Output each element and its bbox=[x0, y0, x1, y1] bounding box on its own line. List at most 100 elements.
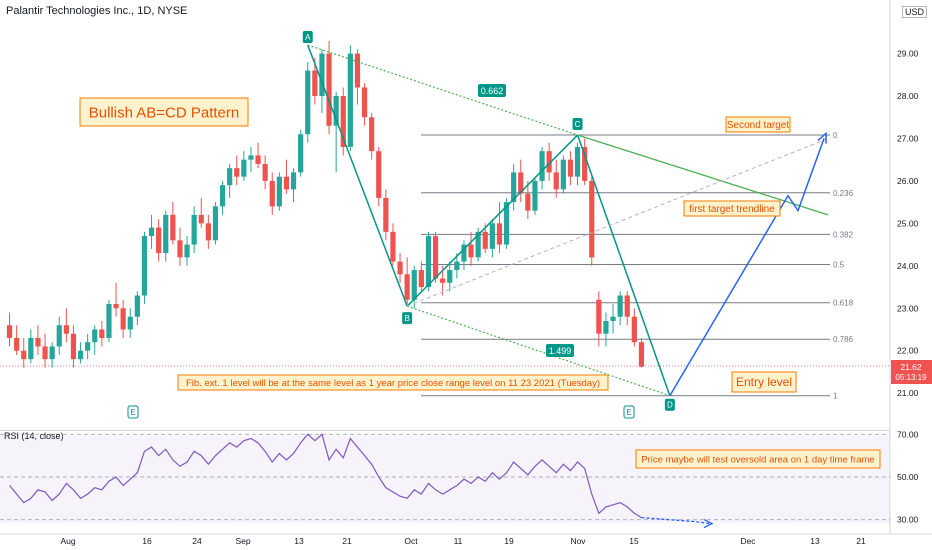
time-axis-tick: Nov bbox=[570, 536, 586, 546]
candle-body bbox=[141, 236, 148, 296]
leg-cd-line bbox=[576, 134, 671, 396]
countdown-label: 05:13:19 bbox=[895, 373, 927, 382]
entry-level-note-box bbox=[731, 371, 797, 393]
pattern-point-marker bbox=[572, 118, 583, 131]
first-target-note-box bbox=[683, 200, 781, 217]
price-axis-tick: 29.00 bbox=[897, 49, 919, 59]
ratio-ac-line bbox=[307, 44, 578, 136]
candle-body bbox=[6, 325, 13, 338]
time-axis-tick: 21 bbox=[342, 536, 352, 546]
rsi-axis-tick: 30.00 bbox=[897, 515, 919, 525]
candle-body bbox=[347, 53, 353, 147]
candle-body bbox=[518, 172, 524, 194]
candle-body bbox=[198, 214, 204, 224]
time-axis-tick: 21 bbox=[856, 536, 866, 546]
candle-body bbox=[560, 159, 566, 190]
candle-body bbox=[191, 214, 197, 245]
candle-body bbox=[376, 151, 382, 198]
candle-body bbox=[631, 316, 637, 343]
ratio-ab-badge-bg bbox=[478, 84, 506, 97]
pattern-lines bbox=[307, 44, 829, 397]
axes: 29.00 28.00 27.00 26.00 25.00 24.00 23.00 22.00… bbox=[60, 49, 932, 546]
pattern-point-label: B bbox=[404, 314, 409, 323]
second-target-note: Second target bbox=[727, 120, 789, 131]
pane-separator bbox=[0, 430, 890, 431]
candle-body bbox=[305, 70, 311, 135]
candle-body bbox=[248, 155, 254, 160]
candle-body bbox=[212, 206, 219, 241]
time-axis-tick: 13 bbox=[810, 536, 820, 546]
time-axis-tick: 16 bbox=[142, 536, 152, 546]
candle-body bbox=[262, 163, 268, 181]
pattern-title-note-box bbox=[79, 97, 249, 127]
earnings-marker bbox=[127, 405, 139, 419]
candle-body bbox=[617, 295, 623, 317]
fib-level-label: 0.382 bbox=[833, 230, 854, 239]
fib-level-label: 0.5 bbox=[833, 261, 845, 270]
candle-body bbox=[312, 70, 318, 96]
candle-body bbox=[148, 227, 155, 237]
candle-body bbox=[397, 261, 403, 275]
earnings-marker bbox=[623, 405, 635, 419]
candle-body bbox=[574, 146, 581, 177]
pattern-point-marker bbox=[664, 398, 675, 411]
candle-body bbox=[454, 261, 460, 271]
pattern-point-label: D bbox=[667, 401, 673, 410]
currency-badge[interactable]: USD bbox=[902, 6, 928, 18]
price-axis-tick: 23.00 bbox=[897, 303, 919, 313]
chart-title: Palantir Technologies Inc., 1D, NYSE bbox=[6, 5, 188, 17]
candle-body bbox=[120, 308, 126, 330]
pattern-point-label: A bbox=[305, 33, 311, 42]
candle-body bbox=[496, 223, 503, 245]
candle-body bbox=[156, 227, 162, 254]
time-axis-tick: 11 bbox=[454, 536, 463, 546]
rsi-band-background bbox=[0, 436, 890, 523]
candle-body bbox=[432, 236, 439, 279]
fib-level-label: 0.236 bbox=[833, 189, 854, 198]
candle-body bbox=[276, 176, 282, 207]
candle-body bbox=[567, 159, 574, 177]
candle-body bbox=[219, 185, 226, 207]
candle-body bbox=[596, 299, 602, 334]
candle-body bbox=[113, 304, 119, 309]
channel-dashed-line bbox=[406, 137, 829, 307]
candle-body bbox=[63, 325, 69, 334]
ratio-bd-badge: 1.499 bbox=[549, 346, 572, 356]
candle-body bbox=[361, 87, 368, 118]
first-target-trendline bbox=[577, 134, 829, 216]
candle-body bbox=[624, 295, 630, 317]
fib-extension-note: Fib. ext. 1 level will be at the same le… bbox=[186, 378, 600, 389]
rsi-projection-line bbox=[641, 516, 711, 525]
fib-retracement: 0 0.236 0.382 0.5 0.618 0.786 1 bbox=[421, 131, 854, 401]
candle-body bbox=[525, 193, 531, 211]
candle-body bbox=[134, 295, 140, 317]
last-price-tag bbox=[891, 360, 932, 384]
candle-body bbox=[638, 342, 645, 367]
candle-body bbox=[255, 155, 261, 164]
candlestick-series bbox=[6, 40, 645, 368]
candle-body bbox=[503, 202, 510, 245]
last-price-label: 21.62 bbox=[900, 362, 922, 372]
pattern-title-note: Bullish AB=CD Pattern bbox=[89, 104, 240, 121]
candle-body bbox=[290, 172, 297, 190]
rsi-axis-tick: 50.00 bbox=[897, 472, 919, 482]
candle-body bbox=[468, 244, 474, 258]
pattern-point-marker bbox=[302, 31, 313, 44]
candle-body bbox=[14, 337, 20, 351]
time-axis-tick: Oct bbox=[404, 536, 418, 546]
candle-body bbox=[475, 231, 481, 258]
fib-level-label: 0 bbox=[833, 131, 838, 140]
candle-body bbox=[298, 134, 304, 173]
earnings-marker-label: E bbox=[130, 408, 135, 417]
candle-body bbox=[326, 53, 332, 126]
rsi-note-box bbox=[635, 449, 881, 469]
ratio-ab-badge: 0.662 bbox=[481, 86, 504, 96]
time-axis-tick: 19 bbox=[504, 536, 514, 546]
entry-level-note: Entry level bbox=[736, 375, 792, 389]
candle-body bbox=[546, 151, 552, 173]
time-axis-tick: Dec bbox=[740, 536, 756, 546]
first-target-note: first target trendline bbox=[689, 204, 775, 215]
price-axis-tick: 28.00 bbox=[897, 91, 919, 101]
time-axis-tick: Aug bbox=[60, 536, 75, 546]
